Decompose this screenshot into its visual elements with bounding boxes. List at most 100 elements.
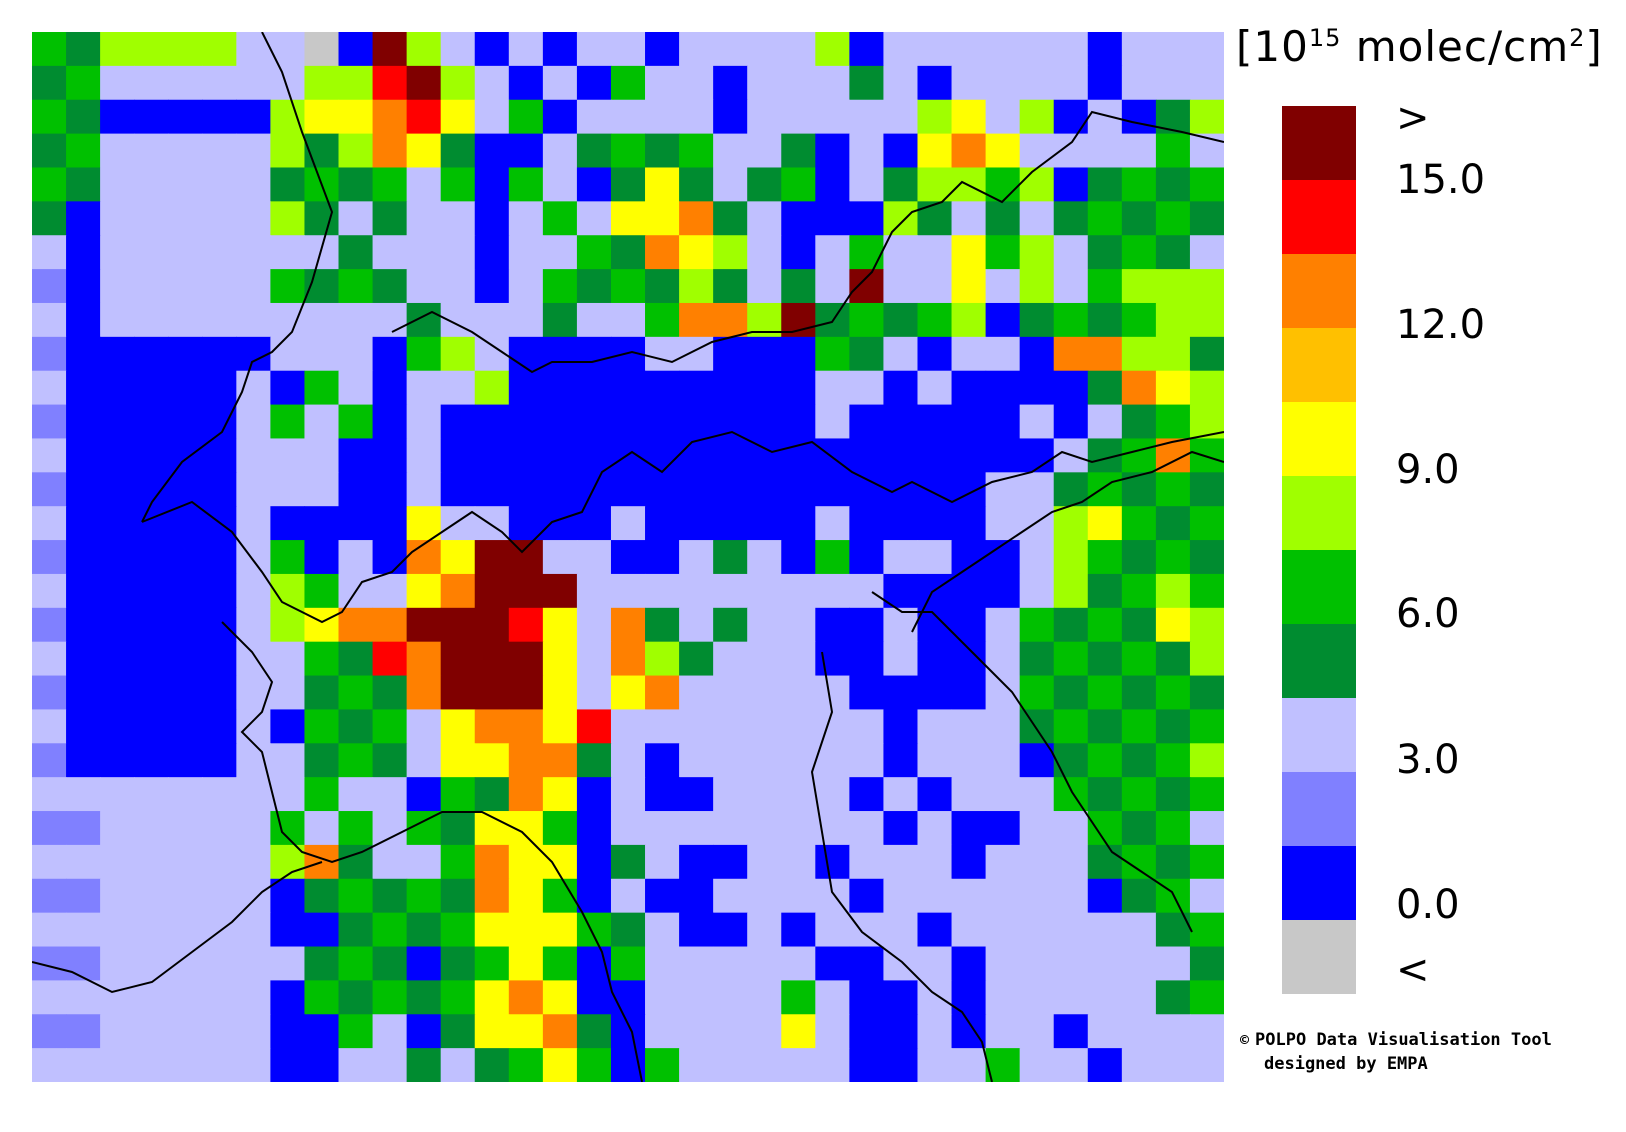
grid-cell bbox=[508, 336, 544, 372]
grid-cell bbox=[985, 438, 1021, 473]
grid-cell bbox=[1053, 912, 1089, 948]
grid-cell bbox=[304, 370, 340, 406]
grid-cell bbox=[440, 1048, 476, 1082]
grid-cell bbox=[1189, 32, 1224, 67]
grid-cell bbox=[32, 675, 67, 711]
grid-cell bbox=[474, 167, 510, 202]
grid-cell bbox=[747, 912, 782, 948]
grid-cell bbox=[66, 980, 101, 1015]
grid-cell bbox=[508, 709, 544, 744]
grid-cell bbox=[304, 540, 340, 575]
grid-cell bbox=[168, 167, 203, 202]
grid-cell bbox=[338, 438, 374, 473]
grid-cell bbox=[713, 607, 748, 643]
grid-cell bbox=[508, 607, 544, 643]
grid-cell bbox=[679, 32, 714, 67]
grid-cell bbox=[917, 167, 953, 202]
grid-cell bbox=[1087, 1048, 1123, 1082]
grid-cell bbox=[440, 777, 476, 812]
grid-cell bbox=[1087, 675, 1123, 711]
grid-cell bbox=[304, 980, 340, 1015]
grid-cell bbox=[679, 878, 714, 914]
grid-cell bbox=[304, 946, 340, 981]
grid-cell bbox=[372, 370, 408, 406]
grid-cell bbox=[576, 201, 612, 236]
grid-cell bbox=[202, 1014, 237, 1049]
grid-cell bbox=[270, 811, 306, 846]
grid-cell bbox=[576, 641, 612, 677]
grid-cell bbox=[781, 573, 816, 609]
grid-cell bbox=[815, 912, 850, 948]
grid-cell bbox=[713, 1014, 748, 1049]
grid-cell bbox=[168, 99, 203, 135]
grid-cell bbox=[66, 946, 101, 981]
grid-cell bbox=[542, 506, 578, 541]
grid-cell bbox=[815, 641, 850, 677]
grid-cell bbox=[508, 65, 544, 101]
grid-cell bbox=[406, 743, 442, 778]
grid-cell bbox=[1121, 302, 1157, 338]
grid-cell bbox=[1087, 709, 1123, 744]
grid-cell bbox=[542, 912, 578, 948]
grid-cell bbox=[134, 844, 169, 880]
grid-cell bbox=[338, 235, 374, 270]
grid-cell bbox=[815, 540, 850, 575]
grid-cell bbox=[985, 99, 1021, 135]
grid-cell bbox=[576, 404, 612, 440]
grid-cell bbox=[849, 811, 885, 846]
grid-cell bbox=[917, 235, 953, 270]
grid-cell bbox=[1155, 540, 1191, 575]
grid-cell bbox=[66, 743, 101, 778]
grid-cell bbox=[372, 506, 408, 541]
grid-cell bbox=[1087, 99, 1123, 135]
grid-cell bbox=[168, 607, 203, 643]
unit-base: [10 bbox=[1236, 22, 1309, 71]
grid-cell bbox=[542, 844, 578, 880]
grid-cell bbox=[406, 1048, 442, 1082]
color-bar-swatch bbox=[1282, 772, 1356, 846]
grid-cell bbox=[849, 370, 885, 406]
grid-cell bbox=[883, 641, 919, 677]
grid-cell bbox=[474, 878, 510, 914]
grid-cell bbox=[883, 777, 919, 812]
grid-cell bbox=[134, 675, 169, 711]
alps-border bbox=[141, 32, 334, 523]
grid-cell bbox=[1087, 878, 1123, 914]
grid-cell bbox=[542, 811, 578, 846]
grid-cell bbox=[1019, 540, 1055, 575]
grid-cell bbox=[474, 607, 510, 643]
grid-cell bbox=[236, 65, 271, 101]
grid-cell bbox=[542, 641, 578, 677]
grid-cell bbox=[951, 506, 987, 541]
grid-cell bbox=[338, 946, 374, 981]
grid-cell bbox=[713, 269, 748, 304]
credit-tool-name: POLPO Data Visualisation Tool bbox=[1255, 1030, 1552, 1050]
grid-cell bbox=[883, 133, 919, 169]
grid-cell bbox=[100, 641, 135, 677]
grid-cell bbox=[610, 99, 646, 135]
grid-cell bbox=[1087, 641, 1123, 677]
grid-cell bbox=[679, 370, 714, 406]
grid-cell bbox=[66, 709, 101, 744]
grid-cell bbox=[951, 65, 987, 101]
grid-cell bbox=[508, 32, 544, 67]
grid-cell bbox=[304, 201, 340, 236]
grid-cell bbox=[100, 743, 135, 778]
grid-cell bbox=[883, 269, 919, 304]
grid-cell bbox=[168, 201, 203, 236]
grid-cell bbox=[849, 641, 885, 677]
grid-cell bbox=[66, 540, 101, 575]
grid-cell bbox=[202, 99, 237, 135]
grid-cell bbox=[917, 370, 953, 406]
grid-cell bbox=[1121, 675, 1157, 711]
grid-cell bbox=[610, 472, 646, 507]
grid-cell bbox=[304, 99, 340, 135]
grid-cell bbox=[406, 472, 442, 507]
grid-cell bbox=[100, 404, 135, 440]
grid-cell bbox=[883, 912, 919, 948]
grid-cell bbox=[338, 811, 374, 846]
grid-cell bbox=[849, 607, 885, 643]
grid-cell bbox=[202, 336, 237, 372]
grid-cell bbox=[985, 404, 1021, 440]
grid-cell bbox=[985, 201, 1021, 236]
